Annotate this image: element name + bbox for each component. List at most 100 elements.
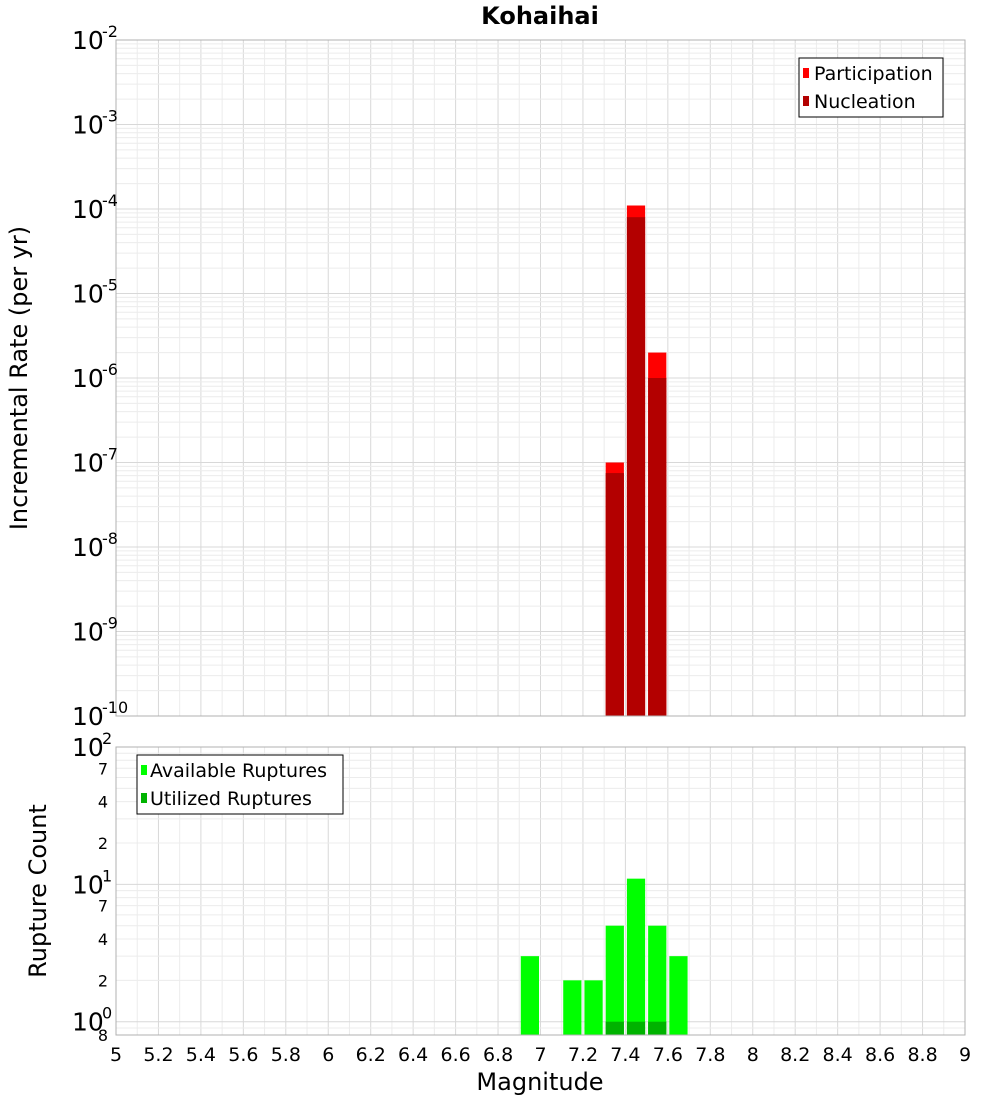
- rate-bars: [605, 205, 667, 716]
- x-tick-label: 7: [534, 1044, 546, 1066]
- bar-utilized-ruptures: [626, 1021, 646, 1035]
- y-tick-minor-label: 2: [98, 834, 108, 853]
- legend-label-utilized: Utilized Ruptures: [150, 788, 312, 810]
- legend-label-available: Available Ruptures: [150, 760, 327, 782]
- y-tick-label: 101: [72, 866, 112, 899]
- y-tick-minor-label: 7: [98, 897, 108, 916]
- y-tick-base: 10: [72, 870, 104, 899]
- y-tick-base: 10: [72, 364, 104, 393]
- bar-available-ruptures: [669, 956, 688, 1035]
- y-tick-minor-label: 7: [98, 759, 108, 778]
- legend-swatch-nucleation: [803, 96, 809, 106]
- x-tick-label: 6.6: [440, 1044, 470, 1066]
- rate-y-axis-label: Incremental Rate (per yr): [5, 226, 33, 530]
- bar-available-ruptures: [520, 956, 539, 1035]
- chart-title: Kohaihai: [481, 2, 599, 30]
- x-tick-label: 6.8: [483, 1044, 513, 1066]
- legend-label-participation: Participation: [814, 63, 933, 85]
- x-tick-label: 5.4: [186, 1044, 216, 1066]
- x-tick-label: 5.2: [143, 1044, 173, 1066]
- y-tick-label: 10-10: [72, 698, 128, 731]
- legend-swatch-utilized: [141, 793, 147, 803]
- y-tick-minor-label: 8: [98, 1026, 108, 1045]
- y-tick-exponent: 2: [102, 729, 112, 748]
- y-tick-label: 100: [72, 1004, 112, 1037]
- bar-utilized-ruptures: [605, 1021, 624, 1035]
- y-tick-exponent: -8: [102, 529, 118, 548]
- y-tick-base: 10: [72, 702, 104, 731]
- rate-legend-box: [798, 57, 944, 118]
- y-tick-exponent: -7: [102, 445, 118, 464]
- y-tick-base: 10: [72, 449, 104, 478]
- y-tick-label: 10-4: [72, 191, 118, 224]
- count-bars: [520, 878, 688, 1035]
- bar-available-ruptures: [584, 980, 603, 1035]
- x-tick-label: 6.2: [356, 1044, 386, 1066]
- y-tick-exponent: -6: [102, 360, 118, 379]
- x-tick-label: 8.8: [907, 1044, 937, 1066]
- y-tick-exponent: -2: [102, 22, 118, 41]
- y-tick-label: 10-6: [72, 360, 118, 393]
- legend-label-nucleation: Nucleation: [814, 91, 916, 113]
- y-tick-label: 10-7: [72, 445, 118, 478]
- y-tick-base: 10: [72, 1008, 104, 1037]
- y-tick-base: 10: [72, 195, 104, 224]
- y-tick-base: 10: [72, 618, 104, 647]
- magnitude-x-ticks: 5 5.2 5.4 5.6 5.8 6 6.2 6.4 6.6 6.8 7 7.2 7.4 7.6 7.8 8…: [110, 1044, 971, 1066]
- count-plot-border: [115, 746, 966, 1036]
- x-tick-label: 9: [959, 1044, 971, 1066]
- count-legend: Available Ruptures Utilized Ruptures: [136, 754, 344, 815]
- x-tick-label: 6.4: [398, 1044, 428, 1066]
- y-tick-base: 10: [72, 26, 104, 55]
- x-tick-label: 7.2: [568, 1044, 598, 1066]
- bar-utilized-ruptures: [648, 1021, 667, 1035]
- y-tick-base: 10: [72, 533, 104, 562]
- x-tick-label: 7.6: [653, 1044, 683, 1066]
- y-tick-label: 10-5: [72, 276, 118, 309]
- count-legend-box: [136, 754, 344, 815]
- y-tick-exponent: -3: [102, 107, 118, 126]
- x-tick-label: 5.8: [271, 1044, 301, 1066]
- x-tick-label: 8.2: [780, 1044, 810, 1066]
- y-tick-exponent: -4: [102, 191, 118, 210]
- y-tick-base: 10: [72, 111, 104, 140]
- bar-nucleation: [648, 378, 667, 716]
- x-tick-label: 7.8: [695, 1044, 725, 1066]
- x-tick-label: 5.6: [228, 1044, 258, 1066]
- legend-swatch-participation: [803, 68, 809, 78]
- rate-legend: Participation Nucleation: [798, 57, 944, 118]
- y-tick-label: 10-3: [72, 107, 118, 140]
- x-tick-label: 5: [110, 1044, 122, 1066]
- y-tick-exponent: -9: [102, 614, 118, 633]
- bar-available-ruptures: [605, 925, 624, 1035]
- x-tick-label: 7.4: [610, 1044, 640, 1066]
- bar-available-ruptures: [648, 925, 667, 1035]
- x-tick-label: 6: [322, 1044, 334, 1066]
- y-tick-exponent: 1: [102, 866, 112, 885]
- x-axis-label: Magnitude: [476, 1068, 603, 1096]
- y-tick-exponent: -10: [102, 698, 128, 717]
- rate-plot-border: [115, 39, 966, 717]
- y-tick-label: 10-8: [72, 529, 118, 562]
- x-tick-label: 8.4: [823, 1044, 853, 1066]
- bar-available-ruptures: [626, 878, 646, 1035]
- y-tick-minor-label: 4: [98, 930, 108, 949]
- y-tick-label: 10-9: [72, 614, 118, 647]
- y-tick-minor-label: 2: [98, 971, 108, 990]
- y-tick-base: 10: [72, 280, 104, 309]
- bar-available-ruptures: [563, 980, 582, 1035]
- y-tick-base: 10: [72, 733, 104, 762]
- y-tick-label: 10-2: [72, 22, 118, 55]
- y-tick-exponent: 0: [102, 1004, 112, 1023]
- y-tick-minor-label: 4: [98, 793, 108, 812]
- rate-grid: [115, 39, 966, 717]
- count-y-axis-label: Rupture Count: [24, 804, 52, 978]
- x-tick-label: 8: [747, 1044, 759, 1066]
- y-tick-label: 102: [72, 729, 112, 762]
- bar-nucleation: [605, 473, 624, 716]
